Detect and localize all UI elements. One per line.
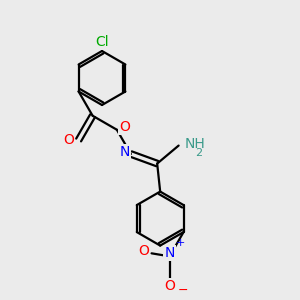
Text: −: −	[178, 284, 188, 297]
Text: O: O	[119, 120, 130, 134]
Text: NH: NH	[184, 136, 206, 151]
Text: O: O	[63, 133, 74, 147]
Text: N: N	[120, 145, 130, 159]
Text: N: N	[164, 246, 175, 260]
Text: +: +	[176, 238, 185, 248]
Text: O: O	[138, 244, 149, 258]
Text: O: O	[164, 279, 175, 293]
Text: Cl: Cl	[95, 35, 109, 49]
Text: 2: 2	[195, 148, 202, 158]
